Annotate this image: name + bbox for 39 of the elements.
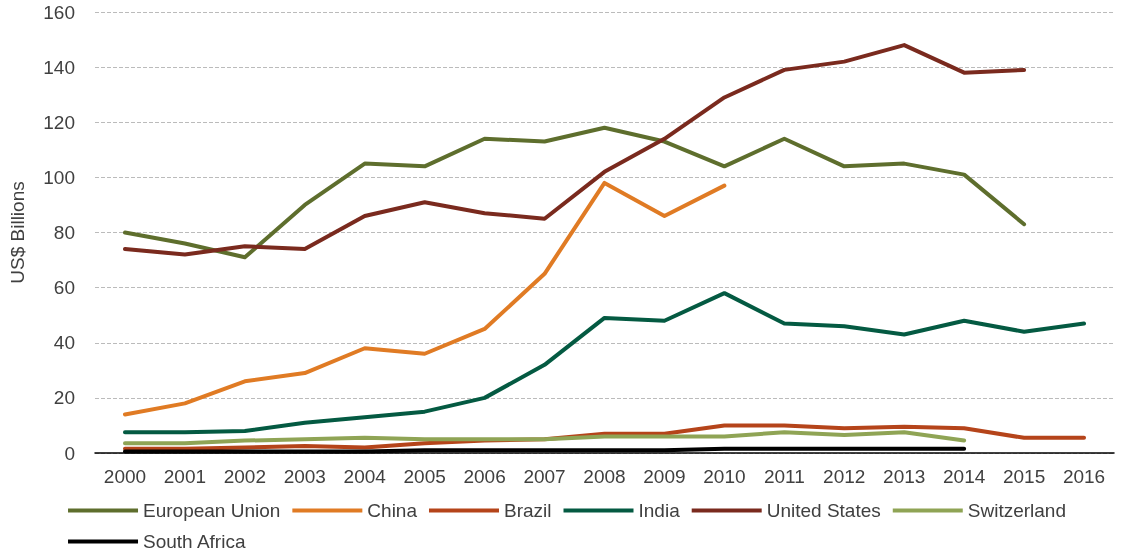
line-series: [122, 43, 1027, 257]
legend-label: Switzerland: [967, 500, 1066, 521]
x-tick-label: 2010: [703, 466, 746, 487]
legend-label: Brazil: [503, 500, 552, 521]
line-series: [122, 430, 967, 446]
x-tick-label: 2005: [403, 466, 446, 487]
y-tick-label: 20: [53, 387, 75, 409]
y-tick-label: 120: [43, 111, 75, 133]
line-series: [122, 125, 1027, 260]
x-tick-label: 2007: [523, 466, 566, 487]
line-series: [122, 291, 1087, 435]
legend-label: China: [367, 500, 418, 521]
x-tick-label: 2002: [223, 466, 266, 487]
x-tick-label: 2003: [283, 466, 326, 487]
y-tick-label: 160: [43, 1, 75, 23]
x-tick-label: 2008: [583, 466, 626, 487]
y-tick-label: 40: [53, 332, 75, 354]
y-tick-label: 100: [43, 166, 75, 188]
x-tick-label: 2006: [463, 466, 506, 487]
x-tick-label: 2013: [883, 466, 926, 487]
x-tick-label: 2000: [103, 466, 147, 487]
y-tick-label: 80: [53, 222, 75, 243]
y-tick-label: 0: [64, 442, 75, 464]
x-tick-label: 2016: [1062, 466, 1106, 487]
x-tick-label: 2004: [343, 466, 387, 487]
x-tick-label: 2001: [163, 466, 207, 487]
legend-label: United States: [766, 500, 881, 521]
x-tick-label: 2009: [643, 466, 686, 487]
y-tick-label: 60: [53, 277, 75, 299]
legend-label: European Union: [143, 500, 281, 521]
x-tick-label: 2012: [823, 466, 866, 487]
legend-label: India: [638, 500, 681, 521]
y-axis-title: US$ Billions: [7, 181, 28, 284]
line-series: [122, 180, 727, 417]
x-tick-label: 2015: [1002, 466, 1046, 487]
x-tick-label: 2014: [943, 466, 986, 487]
x-tick-label: 2011: [763, 466, 805, 487]
legend-label: South Africa: [143, 531, 246, 552]
y-tick-label: 140: [43, 56, 75, 78]
